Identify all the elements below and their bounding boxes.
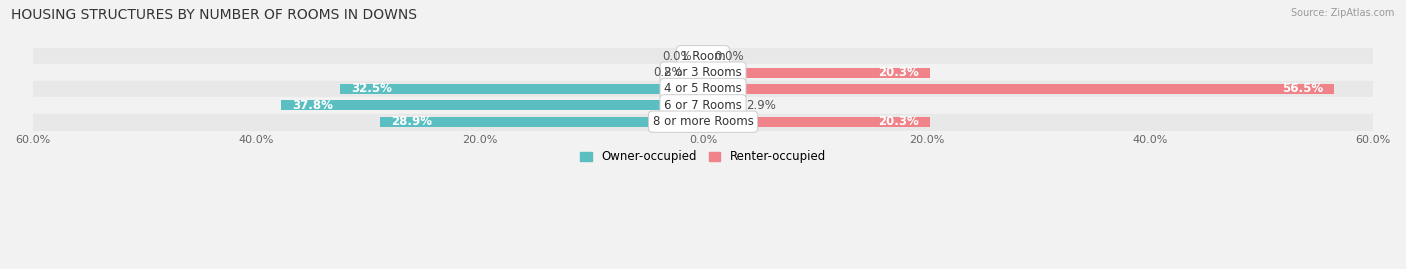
Bar <box>703 100 735 110</box>
Text: 0.0%: 0.0% <box>662 50 692 63</box>
Legend: Owner-occupied, Renter-occupied: Owner-occupied, Renter-occupied <box>575 146 831 168</box>
Text: 8 or more Rooms: 8 or more Rooms <box>652 115 754 128</box>
Text: 32.5%: 32.5% <box>352 83 392 95</box>
Bar <box>703 84 1334 94</box>
Text: 1 Room: 1 Room <box>681 50 725 63</box>
Text: 37.8%: 37.8% <box>292 99 333 112</box>
Text: 0.0%: 0.0% <box>714 50 744 63</box>
Bar <box>32 81 1374 97</box>
Bar <box>32 65 1374 81</box>
Text: 2 or 3 Rooms: 2 or 3 Rooms <box>664 66 742 79</box>
Bar <box>32 114 1374 130</box>
Text: Source: ZipAtlas.com: Source: ZipAtlas.com <box>1291 8 1395 18</box>
Text: 20.3%: 20.3% <box>877 66 918 79</box>
Bar <box>380 117 703 127</box>
Bar <box>340 84 703 94</box>
Bar <box>703 117 929 127</box>
Bar <box>281 100 703 110</box>
Text: 0.8%: 0.8% <box>654 66 683 79</box>
Bar <box>695 68 703 78</box>
Bar <box>32 97 1374 114</box>
Text: 20.3%: 20.3% <box>877 115 918 128</box>
Text: 6 or 7 Rooms: 6 or 7 Rooms <box>664 99 742 112</box>
Text: HOUSING STRUCTURES BY NUMBER OF ROOMS IN DOWNS: HOUSING STRUCTURES BY NUMBER OF ROOMS IN… <box>11 8 418 22</box>
Text: 4 or 5 Rooms: 4 or 5 Rooms <box>664 83 742 95</box>
Text: 28.9%: 28.9% <box>391 115 432 128</box>
Bar <box>703 68 929 78</box>
Bar <box>32 48 1374 65</box>
Text: 2.9%: 2.9% <box>747 99 776 112</box>
Text: 56.5%: 56.5% <box>1282 83 1323 95</box>
